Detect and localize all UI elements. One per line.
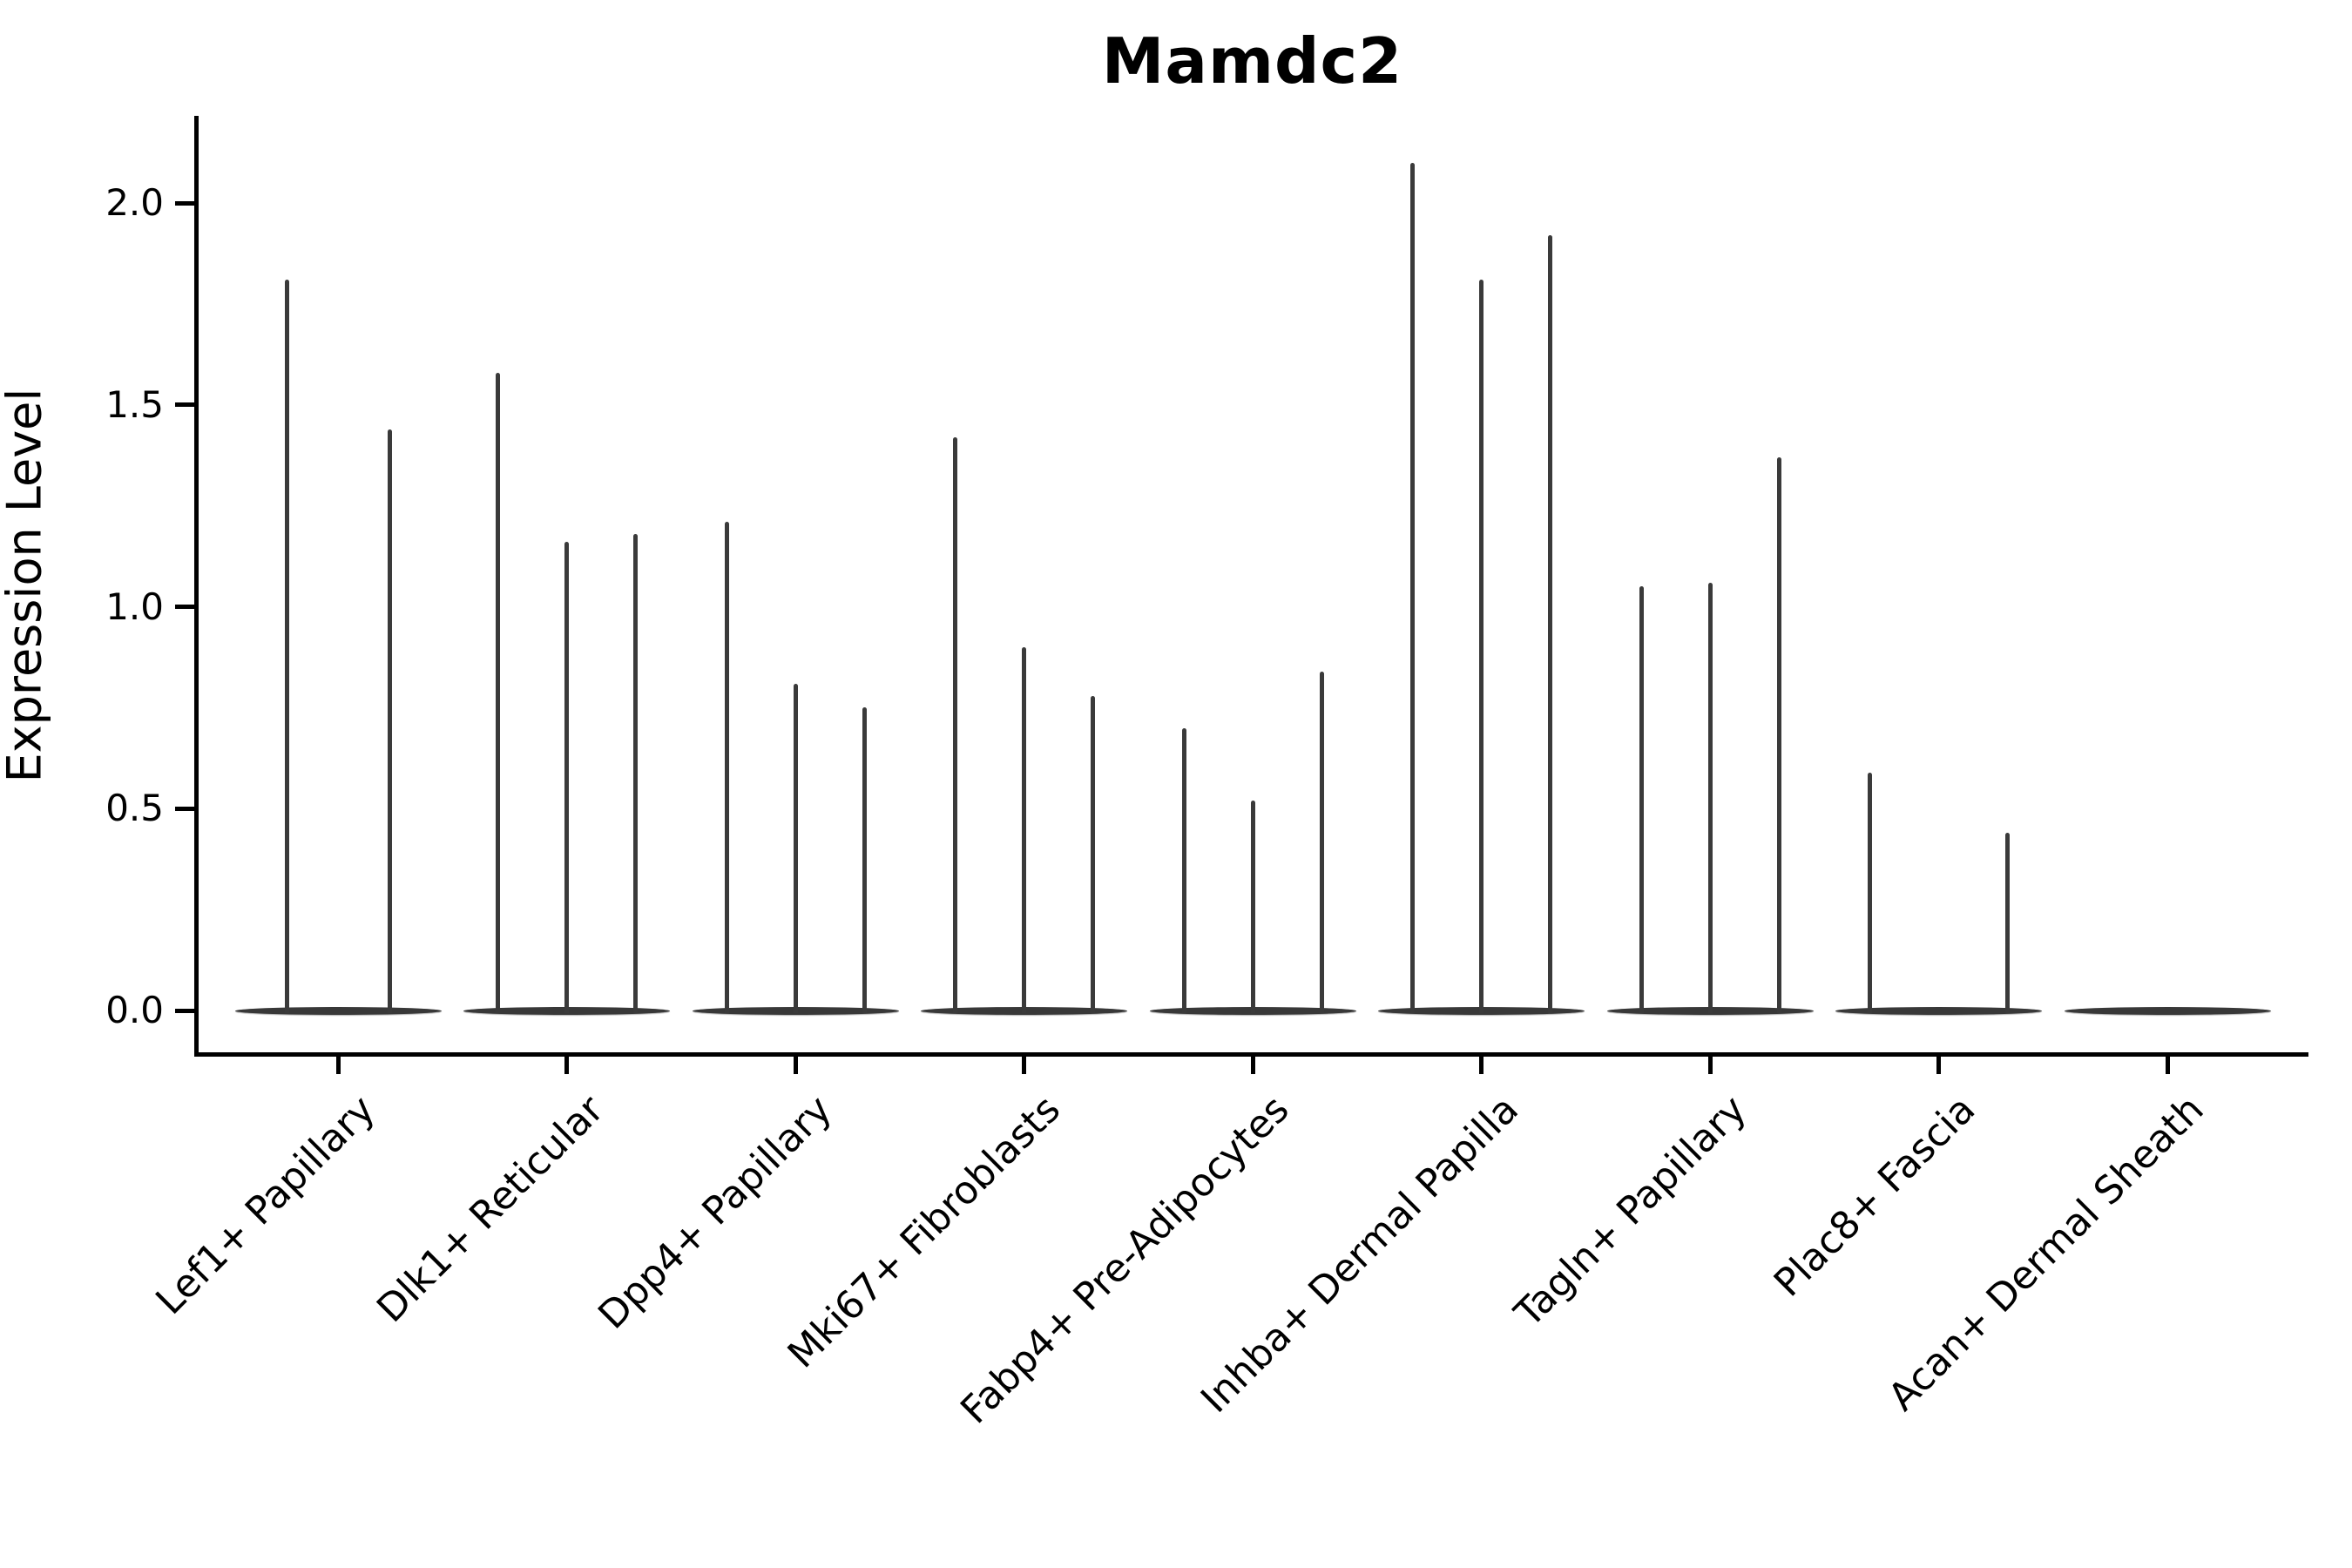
- violin-spike: [2005, 833, 2010, 1013]
- y-tick-mark: [175, 402, 196, 408]
- violin-spike: [1181, 727, 1186, 1013]
- x-tick-mark: [1250, 1056, 1255, 1074]
- y-tick-label: 2.0: [105, 181, 164, 225]
- x-tick-mark: [335, 1056, 341, 1074]
- y-tick-mark: [175, 200, 196, 206]
- y-tick-mark: [175, 806, 196, 811]
- x-tick-mark: [1479, 1056, 1484, 1074]
- violin-base: [234, 1006, 442, 1015]
- violin-spike: [862, 707, 867, 1013]
- violin-spike: [1868, 772, 1872, 1013]
- category-label: Dlk1+ Reticular: [368, 1087, 612, 1331]
- violin-spike: [633, 534, 638, 1013]
- violin-spike: [793, 683, 798, 1013]
- violin-base: [1835, 1006, 2042, 1015]
- violin-spike: [496, 372, 500, 1013]
- y-tick-label: 0.5: [105, 787, 164, 830]
- violin-spike: [284, 280, 289, 1013]
- violin-spike: [953, 436, 957, 1013]
- violin-spike: [1022, 646, 1026, 1013]
- y-tick-mark: [175, 1008, 196, 1013]
- violin-spike: [1776, 457, 1781, 1013]
- y-tick-label: 0.0: [105, 989, 164, 1031]
- violin-spike: [1091, 695, 1095, 1013]
- category-label: Tagln+ Papillary: [1506, 1087, 1756, 1336]
- y-axis-line: [193, 116, 199, 1057]
- x-tick-mark: [1936, 1056, 1941, 1074]
- x-tick-mark: [793, 1056, 798, 1074]
- violin-spike: [1250, 801, 1255, 1013]
- violin-spike: [564, 542, 569, 1013]
- y-tick-label: 1.5: [105, 382, 164, 426]
- violin-spike: [387, 429, 392, 1013]
- category-label: Dpp4+ Papillary: [590, 1087, 841, 1338]
- x-tick-mark: [564, 1056, 569, 1074]
- violin-spike: [1410, 162, 1415, 1013]
- violin-spike: [1548, 235, 1552, 1013]
- y-tick-label: 1.0: [105, 585, 164, 628]
- violin-spike: [1479, 280, 1484, 1013]
- y-tick-mark: [175, 605, 196, 610]
- violin-spike: [1319, 671, 1324, 1013]
- violin-spike: [724, 522, 729, 1013]
- violin-spike: [1707, 582, 1713, 1013]
- category-label: Plac8+ Fascia: [1766, 1087, 1984, 1306]
- x-tick-mark: [1022, 1056, 1026, 1074]
- x-axis-line: [193, 1051, 2308, 1057]
- violin-base: [2064, 1006, 2271, 1015]
- chart-title: Mamdc2: [1101, 24, 1403, 98]
- x-tick-mark: [1707, 1056, 1713, 1074]
- category-label: Lef1+ Papillary: [146, 1087, 384, 1324]
- violin-spike: [1639, 586, 1644, 1013]
- x-tick-mark: [2165, 1056, 2170, 1074]
